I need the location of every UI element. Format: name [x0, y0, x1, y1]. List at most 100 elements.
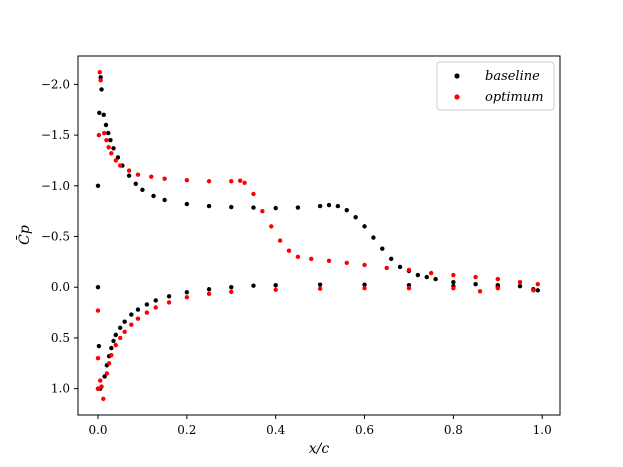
- data-point-baseline: [251, 205, 256, 210]
- x-axis-label: x/c: [309, 441, 330, 457]
- legend-label-optimum: optimum: [485, 90, 544, 105]
- data-point-optimum: [135, 316, 141, 321]
- data-point-optimum: [129, 322, 134, 327]
- data-point-baseline: [140, 187, 145, 193]
- plot-area: [77, 55, 561, 416]
- data-point-baseline: [344, 207, 349, 213]
- data-point-baseline: [317, 203, 323, 209]
- data-point-baseline: [97, 110, 102, 115]
- data-point-baseline: [135, 307, 141, 312]
- x-tick-label: 0.8: [444, 423, 463, 437]
- legend-label-baseline: baseline: [485, 69, 540, 84]
- data-point-optimum: [286, 248, 292, 253]
- data-point-optimum: [384, 265, 389, 271]
- data-point-baseline: [371, 235, 376, 240]
- data-point-baseline: [95, 285, 101, 290]
- legend-marker-optimum: [454, 94, 460, 100]
- data-point-optimum: [260, 208, 265, 214]
- x-tick-label: 1.0: [533, 423, 552, 437]
- data-point-baseline: [95, 183, 101, 189]
- data-point-baseline: [184, 201, 190, 207]
- data-point-optimum: [206, 179, 212, 184]
- data-point-baseline: [99, 87, 104, 92]
- data-point-optimum: [109, 151, 114, 156]
- data-point-baseline: [415, 272, 421, 278]
- data-point-baseline: [295, 205, 301, 210]
- data-point-optimum: [242, 180, 247, 185]
- data-point-baseline: [103, 122, 109, 128]
- x-axis-ticks: 0.0 0.2 0.4 0.6 0.8 1.0: [88, 415, 552, 437]
- data-point-baseline: [317, 282, 323, 287]
- data-point-optimum: [135, 172, 141, 177]
- data-point-baseline: [108, 137, 113, 143]
- data-point-baseline: [111, 338, 116, 344]
- data-point-optimum: [104, 137, 109, 143]
- y-axis-label: C̄p: [15, 225, 33, 245]
- data-point-baseline: [206, 287, 212, 292]
- data-point-optimum: [309, 256, 314, 262]
- data-point-baseline: [206, 203, 212, 209]
- data-point-baseline: [229, 285, 234, 290]
- data-point-baseline: [153, 298, 158, 303]
- x-tick-label: 0.2: [177, 423, 196, 437]
- data-point-optimum: [535, 281, 540, 287]
- y-axis-ticks: −2.0 −1.5 −1.0 −0.5 0.0 0.5 1.0: [41, 77, 78, 396]
- data-point-optimum: [229, 179, 234, 184]
- data-point-optimum: [109, 352, 114, 358]
- y-tick-label: 0.0: [51, 280, 70, 294]
- data-point-optimum: [229, 289, 234, 294]
- data-point-optimum: [428, 270, 434, 276]
- y-tick-label: 0.5: [51, 331, 70, 345]
- data-point-optimum: [317, 286, 323, 291]
- data-point-optimum: [237, 178, 243, 183]
- data-point-optimum: [184, 295, 190, 300]
- data-point-optimum: [295, 254, 301, 259]
- data-point-baseline: [380, 246, 385, 251]
- data-point-optimum: [102, 130, 107, 136]
- data-point-optimum: [495, 276, 501, 282]
- data-point-optimum: [153, 305, 158, 310]
- data-point-optimum: [269, 224, 274, 229]
- data-point-baseline: [166, 294, 172, 299]
- data-point-baseline: [129, 312, 134, 317]
- data-point-optimum: [495, 286, 501, 291]
- data-point-baseline: [433, 276, 438, 282]
- data-point-baseline: [184, 290, 190, 295]
- data-point-optimum: [98, 78, 103, 83]
- data-point-baseline: [102, 374, 107, 379]
- data-point-baseline: [273, 205, 278, 211]
- data-point-baseline: [251, 283, 256, 288]
- data-point-baseline: [451, 279, 456, 285]
- y-tick-label: −2.0: [41, 77, 70, 91]
- data-point-baseline: [122, 319, 127, 324]
- data-point-optimum: [206, 291, 212, 297]
- data-point-optimum: [118, 163, 123, 168]
- series-optimum: [95, 70, 540, 401]
- data-point-baseline: [111, 146, 116, 151]
- data-point-optimum: [406, 267, 412, 273]
- data-points: [95, 70, 540, 401]
- data-point-optimum: [251, 191, 256, 197]
- data-point-baseline: [126, 173, 132, 178]
- legend: baseline optimum: [436, 61, 555, 111]
- data-point-baseline: [162, 197, 167, 203]
- data-point-baseline: [362, 282, 367, 287]
- data-point-optimum: [98, 378, 103, 383]
- y-tick-label: −1.0: [41, 179, 70, 193]
- data-point-baseline: [326, 202, 332, 208]
- data-point-baseline: [353, 215, 358, 220]
- data-point-optimum: [451, 286, 456, 291]
- data-point-baseline: [118, 325, 123, 330]
- data-point-optimum: [362, 262, 367, 268]
- data-point-optimum: [451, 272, 456, 278]
- data-point-optimum: [531, 288, 536, 293]
- data-point-optimum: [326, 258, 332, 264]
- data-point-baseline: [397, 264, 403, 270]
- data-point-optimum: [144, 310, 150, 315]
- data-point-optimum: [96, 132, 102, 138]
- legend-marker-baseline: [454, 73, 460, 79]
- data-point-baseline: [144, 302, 150, 307]
- data-point-baseline: [151, 193, 156, 199]
- data-point-optimum: [126, 168, 132, 173]
- data-point-optimum: [344, 260, 349, 266]
